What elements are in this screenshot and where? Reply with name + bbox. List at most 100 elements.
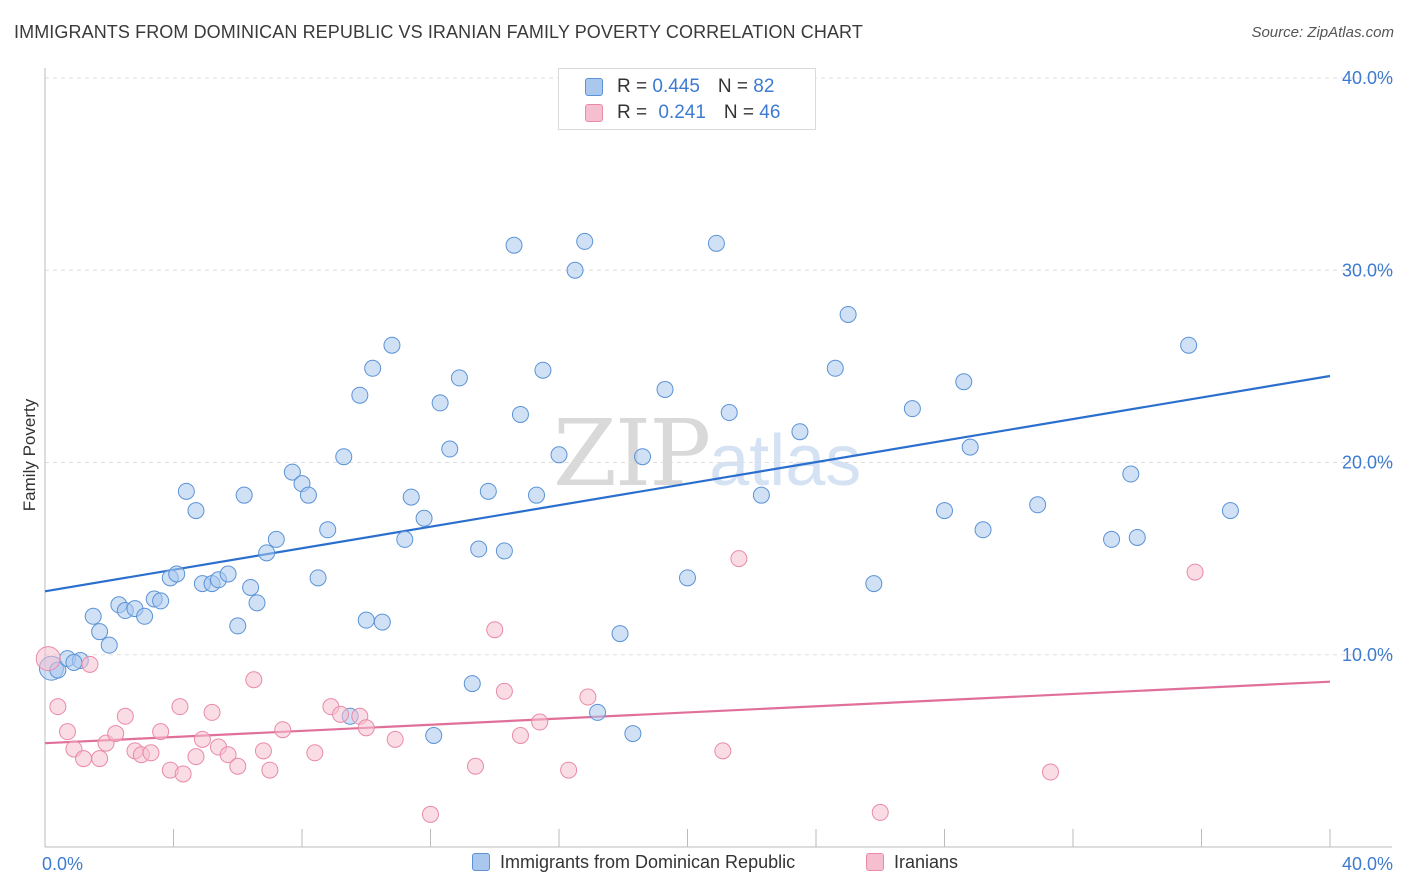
point-iranian (174, 765, 192, 783)
pink-swatch (585, 104, 603, 122)
point-dominican (611, 625, 629, 643)
point-dominican (955, 373, 973, 391)
point-iranian (81, 655, 99, 673)
point-dominican (219, 565, 237, 583)
point-dominican (1029, 496, 1047, 514)
point-dominican (100, 636, 118, 654)
point-dominican (235, 486, 253, 504)
point-dominican (283, 463, 301, 481)
point-iranian (531, 713, 549, 731)
trend-line-dominican (44, 374, 1331, 593)
point-iranian (579, 688, 597, 706)
point-iranian (35, 646, 61, 672)
point-dominican (566, 261, 584, 279)
point-iranian (274, 721, 292, 739)
point-dominican (1128, 528, 1146, 546)
point-iranian (871, 803, 889, 821)
y-tick-label: 40.0% (1342, 68, 1393, 88)
point-dominican (936, 502, 953, 520)
point-dominican (550, 446, 568, 464)
point-dominican (187, 502, 205, 520)
point-dominican (267, 530, 285, 548)
point-dominican (425, 726, 443, 744)
point-dominican (528, 486, 546, 504)
chart-title: IMMIGRANTS FROM DOMINICAN REPUBLIC VS IR… (14, 22, 863, 42)
point-dominican (229, 617, 247, 635)
stats-legend: R = 0.445 N = 82 R = 0.241 N = 46 (558, 68, 816, 130)
stats-text: R = 0.241 N = 46 (617, 102, 780, 124)
point-dominican (177, 482, 195, 500)
point-dominican (396, 530, 414, 548)
point-iranian (142, 744, 160, 762)
watermark-zip: ZIP (553, 400, 711, 507)
trend-lines (44, 374, 1331, 745)
point-iranian (466, 757, 484, 775)
point-dominican (505, 236, 523, 254)
point-dominican (248, 594, 266, 612)
point-iranian (245, 671, 263, 689)
legend-item-dominican[interactable]: Immigrants from Dominican Republic (472, 852, 795, 876)
tick-labels: 10.0% 20.0% 30.0% 40.0% 0.0% 40.0% (42, 68, 1393, 874)
point-dominican (65, 653, 83, 671)
point-dominican (415, 509, 433, 527)
point-iranian (91, 750, 109, 768)
point-dominican (511, 405, 529, 423)
n-label: N = (723, 102, 760, 123)
x-tick-label: 0.0% (42, 854, 83, 874)
point-dominican (624, 725, 642, 743)
point-dominican (656, 380, 674, 398)
source-credit: Source: ZipAtlas.com (1251, 24, 1394, 41)
point-dominican (299, 486, 317, 504)
point-iranian (254, 742, 272, 760)
point-dominican (309, 569, 327, 587)
y-tick-label: 20.0% (1342, 453, 1393, 473)
r-value: 0.445 (652, 76, 700, 97)
point-dominican (839, 305, 857, 323)
point-dominican (961, 438, 979, 456)
point-iranian (357, 719, 375, 737)
point-dominican (974, 521, 992, 539)
axes (44, 68, 1392, 848)
point-dominican (903, 400, 921, 418)
point-dominican (258, 544, 276, 562)
n-value: 82 (753, 76, 775, 97)
point-dominican (576, 232, 594, 250)
y-tick-label: 30.0% (1342, 260, 1393, 280)
r-value: 0.241 (658, 102, 706, 123)
point-iranian (116, 707, 134, 725)
point-iranian (152, 723, 170, 741)
point-dominican (431, 394, 449, 412)
pink-swatch (866, 853, 884, 871)
legend-item-iranians[interactable]: Iranians (866, 852, 958, 876)
point-dominican (152, 592, 170, 610)
legend-label: Immigrants from Dominican Republic (500, 852, 796, 872)
point-iranian (495, 682, 513, 700)
point-dominican (679, 569, 696, 587)
point-dominican (534, 361, 552, 379)
r-label: R = (617, 76, 653, 97)
point-dominican (752, 486, 770, 504)
point-dominican (383, 336, 401, 354)
watermark-atlas: atlas (709, 421, 862, 501)
point-iranian (49, 698, 67, 716)
point-dominican (720, 404, 738, 422)
point-iranian (107, 725, 125, 743)
point-iranian (203, 703, 221, 721)
point-iranian (58, 723, 76, 741)
point-iranian (229, 757, 247, 775)
point-dominican (463, 675, 481, 693)
point-dominican (357, 611, 375, 629)
point-dominican (495, 542, 513, 560)
y-axis-label: Family Poverty (20, 398, 39, 511)
point-iranian (422, 805, 439, 823)
point-dominican (1180, 336, 1198, 354)
point-iranian (261, 761, 279, 779)
point-iranian (219, 746, 237, 764)
point-dominican (402, 488, 420, 506)
blue-swatch (472, 853, 490, 871)
point-dominican (441, 440, 459, 458)
point-iranian (511, 726, 529, 744)
point-iranian (560, 761, 578, 779)
point-dominican (364, 359, 382, 377)
